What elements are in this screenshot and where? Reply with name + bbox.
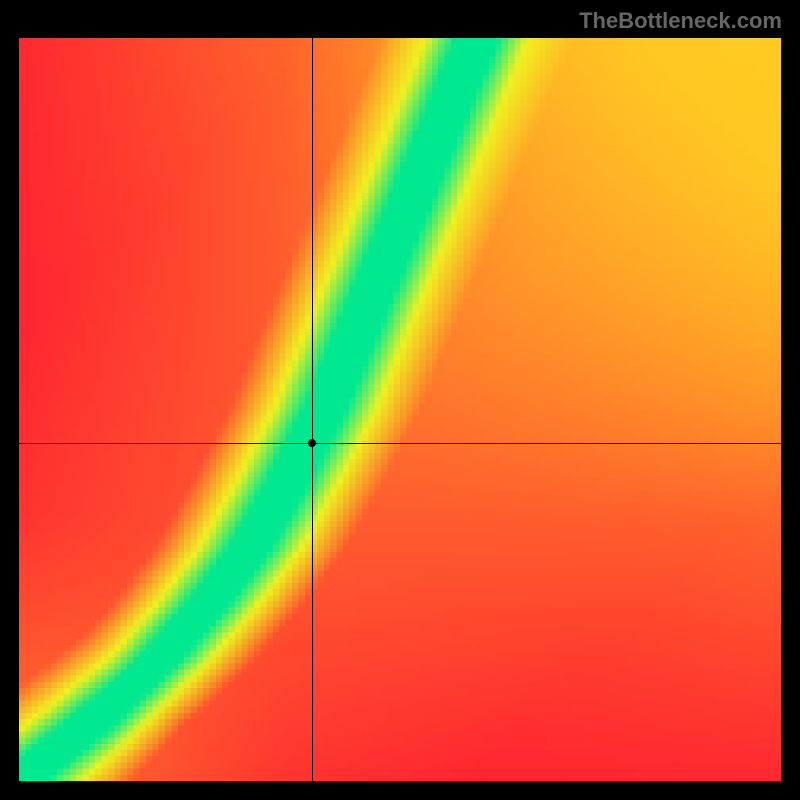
crosshair-point: [308, 439, 316, 447]
crosshair-vertical: [312, 38, 313, 781]
crosshair-horizontal: [19, 443, 781, 444]
heatmap-canvas: [19, 38, 781, 781]
watermark-text: TheBottleneck.com: [579, 8, 782, 34]
bottleneck-heatmap: [19, 38, 781, 781]
